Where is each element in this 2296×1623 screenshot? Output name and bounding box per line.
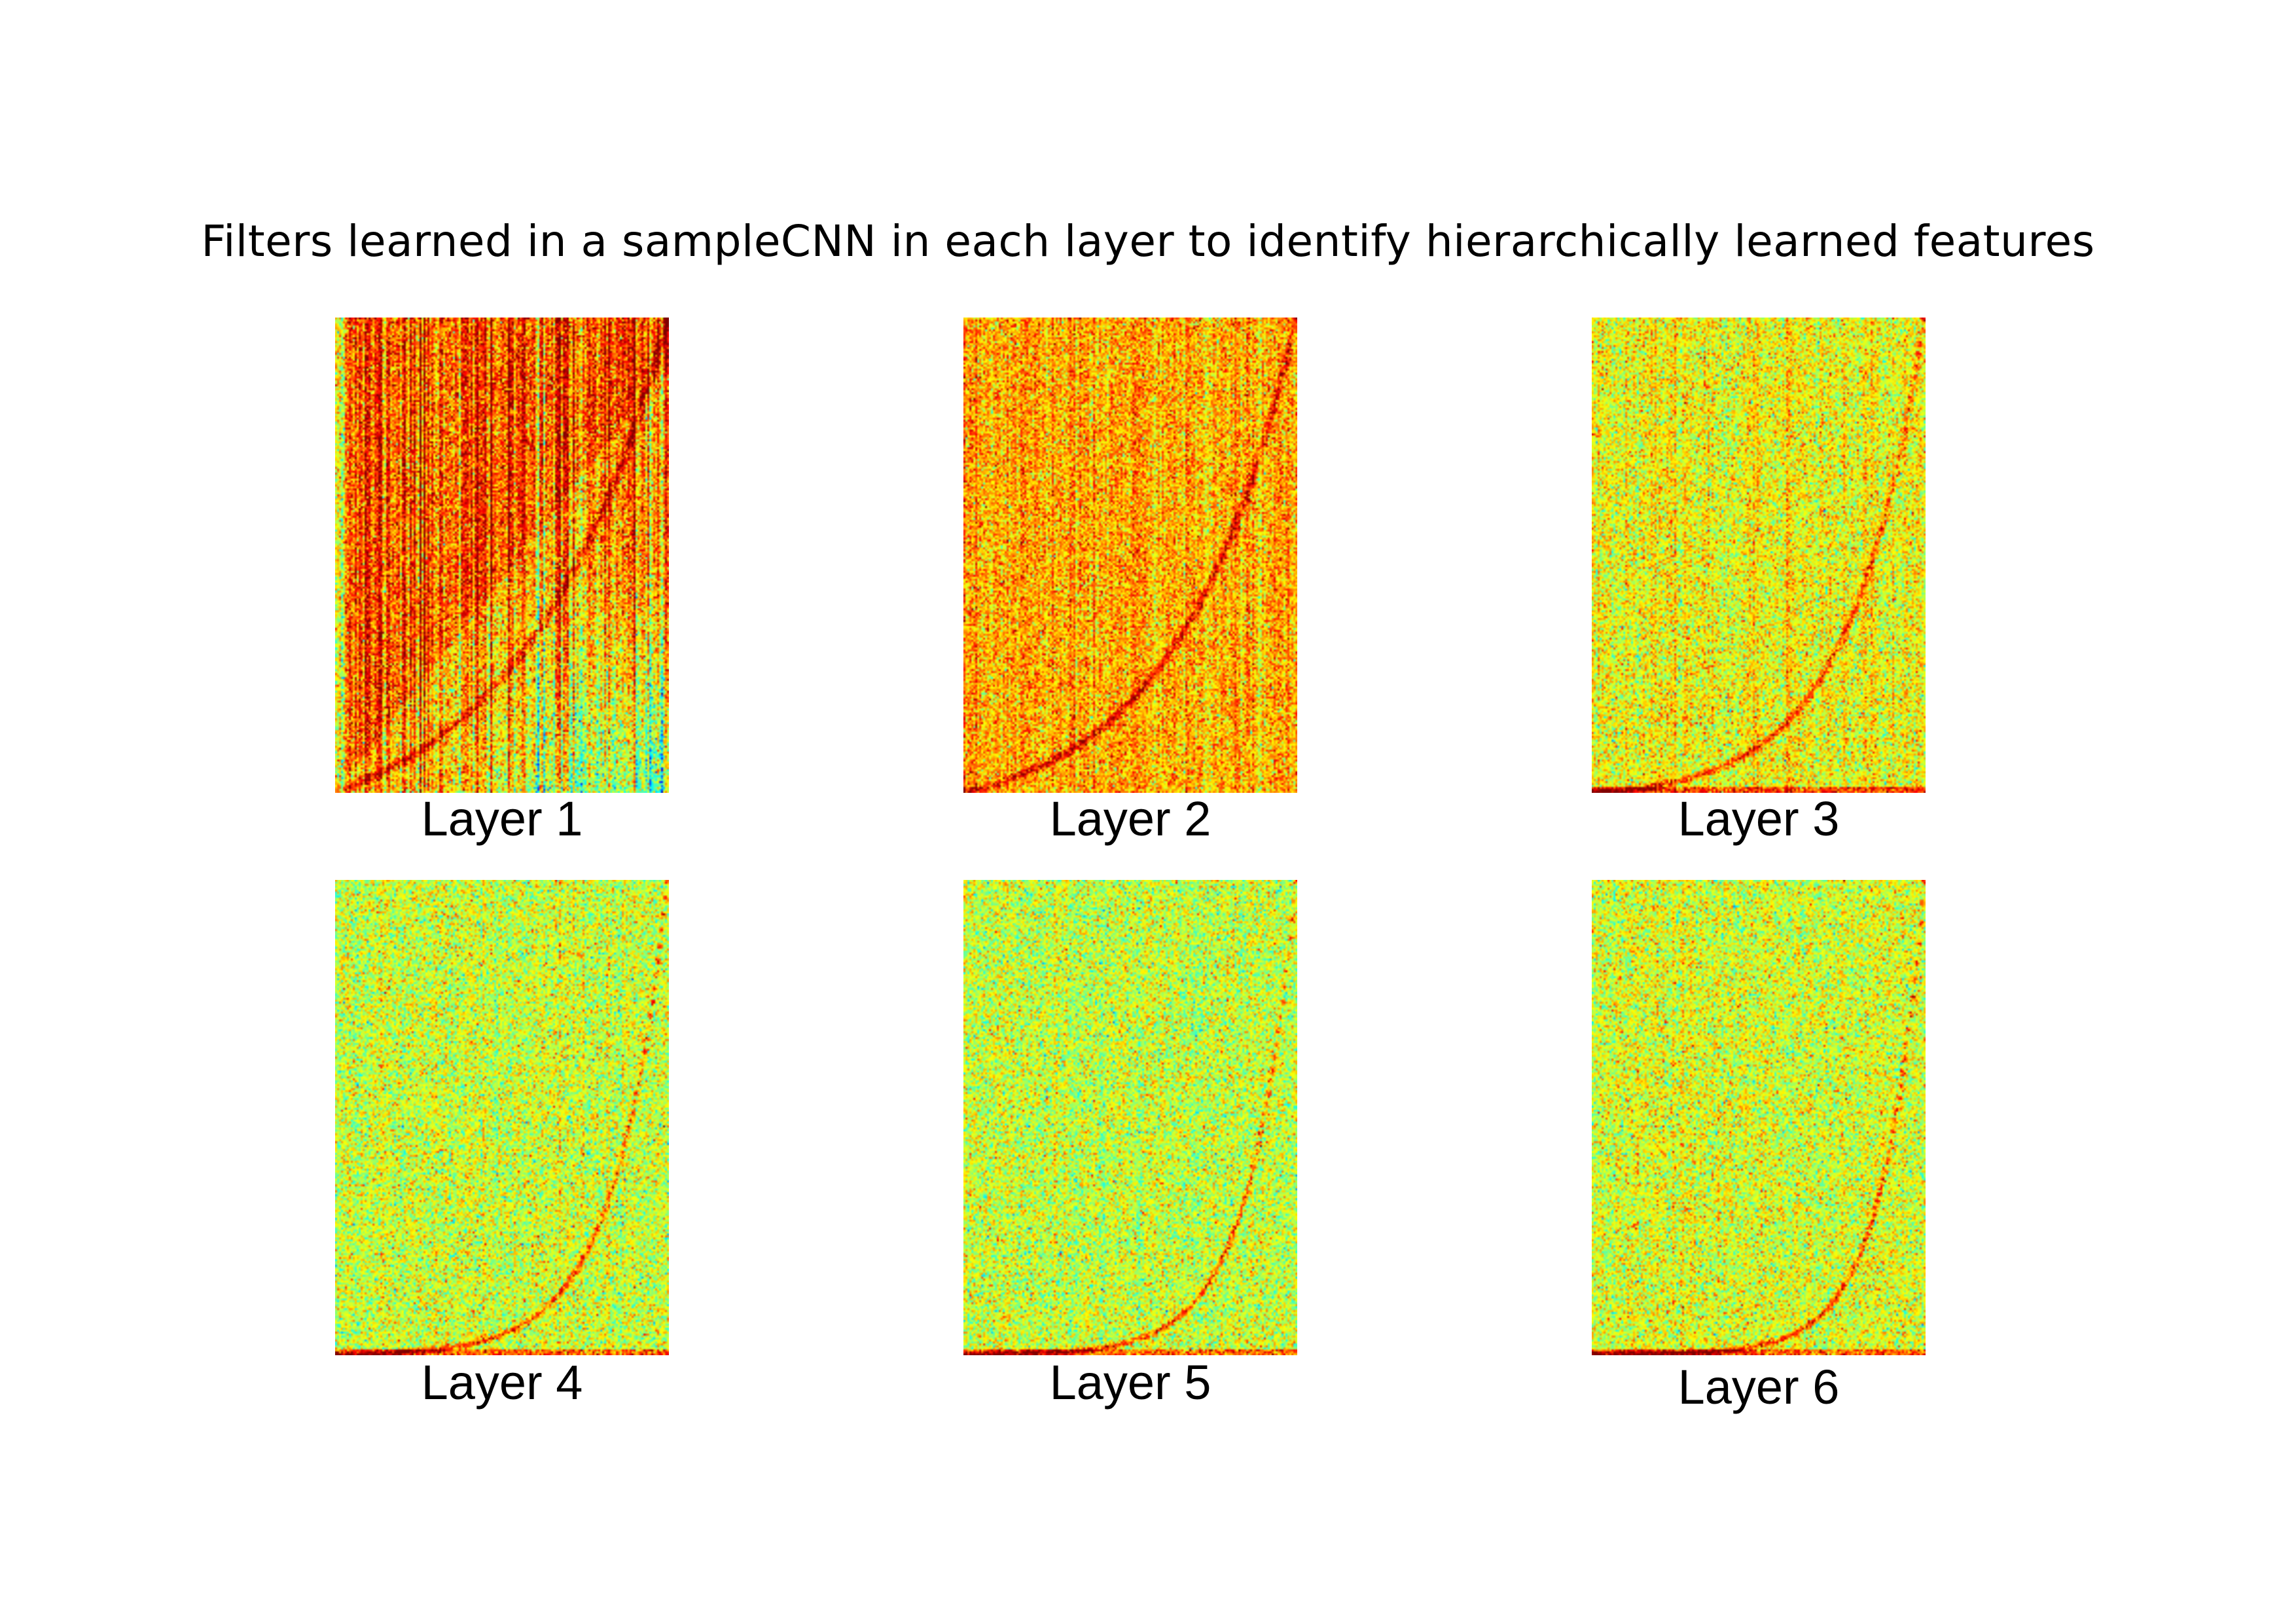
- filter-heatmap-layer-3: [1592, 318, 1926, 793]
- filter-panel-layer-6: Layer 6: [1592, 880, 1926, 1414]
- filter-heatmap-layer-1: [335, 318, 669, 793]
- panel-caption-layer-3: Layer 3: [1677, 792, 1840, 846]
- filter-heatmap-layer-2: [963, 318, 1297, 793]
- filter-panel-layer-5: Layer 5: [963, 880, 1297, 1410]
- filter-heatmap-layer-6: [1592, 880, 1926, 1355]
- panel-caption-layer-1: Layer 1: [421, 792, 583, 846]
- filter-heatmap-layer-5: [963, 880, 1297, 1355]
- filter-panel-layer-1: Layer 1: [335, 318, 669, 846]
- filter-heatmap-layer-4: [335, 880, 669, 1355]
- panel-caption-layer-6: Layer 6: [1677, 1360, 1840, 1414]
- panel-caption-layer-2: Layer 2: [1049, 792, 1211, 846]
- panel-caption-layer-4: Layer 4: [421, 1355, 583, 1410]
- filter-panel-layer-2: Layer 2: [963, 318, 1297, 846]
- filter-panel-layer-4: Layer 4: [335, 880, 669, 1410]
- filter-panel-layer-3: Layer 3: [1592, 318, 1926, 846]
- figure-title: Filters learned in a sampleCNN in each l…: [201, 216, 2095, 266]
- panel-caption-layer-5: Layer 5: [1049, 1355, 1211, 1410]
